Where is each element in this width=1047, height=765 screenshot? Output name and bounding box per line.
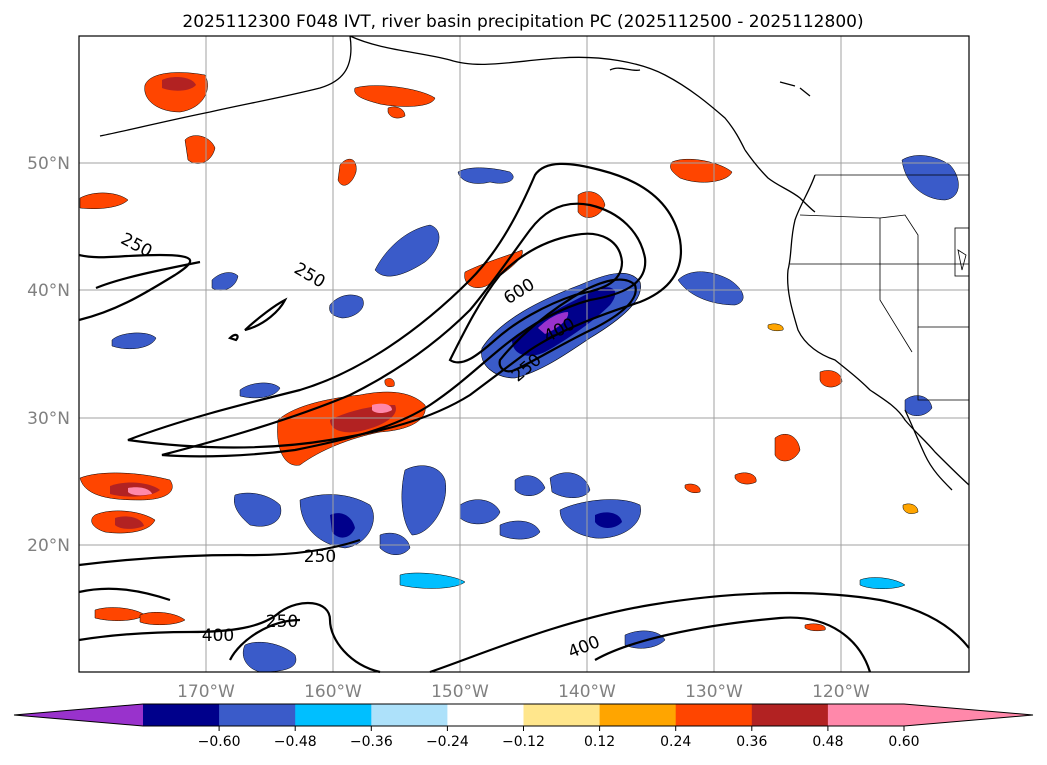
positive-precip-area bbox=[734, 472, 757, 485]
aleutian-islands bbox=[99, 35, 352, 137]
colorbar-over-extension bbox=[904, 704, 1033, 726]
colorbar-tick-label: −0.60 bbox=[198, 734, 241, 750]
colorbar-bin bbox=[219, 704, 296, 726]
negative-precip-area bbox=[401, 465, 447, 536]
map-frame bbox=[78, 35, 970, 673]
negative-precip-area bbox=[399, 572, 466, 589]
colorbar-tick-label: 0.60 bbox=[888, 734, 919, 750]
positive-precip-area bbox=[384, 378, 395, 387]
colorbar: −0.60 −0.48 −0.36 −0.24 −0.12 0.12 0.24 0.36 0.4… bbox=[13, 703, 1034, 750]
positive-precip-area bbox=[902, 503, 919, 514]
colorbar-bin bbox=[143, 704, 220, 726]
positive-precip-area bbox=[670, 159, 733, 183]
colorbar-tick-label: 0.12 bbox=[584, 734, 615, 750]
colorbar-tick-label: −0.36 bbox=[350, 734, 393, 750]
colorbar-bin bbox=[447, 704, 524, 726]
negative-precip-core bbox=[330, 513, 355, 538]
positive-precip-area bbox=[804, 623, 826, 632]
latitude-labels: 50°N 40°N 30°N 20°N bbox=[27, 154, 70, 556]
colorbar-bin bbox=[827, 704, 905, 726]
negative-precip-area bbox=[239, 382, 281, 399]
positive-precip-extreme bbox=[372, 403, 392, 413]
positive-precip-area bbox=[767, 323, 784, 332]
colorbar-bin bbox=[523, 704, 601, 726]
positive-precip-area bbox=[774, 434, 801, 462]
colorbar-bin bbox=[371, 704, 448, 726]
positive-precip-area bbox=[354, 85, 436, 107]
ivt-contour-250-north bbox=[78, 253, 192, 322]
figure-title: 2025112300 F048 IVT, river basin precipi… bbox=[182, 12, 863, 32]
positive-precip-area bbox=[819, 370, 843, 388]
colorbar-tick-label: 0.48 bbox=[812, 734, 843, 750]
negative-precip-extreme bbox=[538, 312, 569, 334]
precipitation-shading bbox=[79, 72, 959, 673]
colorbar-outline bbox=[13, 703, 1034, 727]
coastlines bbox=[99, 35, 970, 491]
colorbar-bin bbox=[599, 704, 677, 726]
ivt-contour-250 bbox=[127, 162, 683, 449]
positive-precip-area bbox=[684, 483, 701, 494]
positive-precip-core bbox=[115, 516, 144, 529]
lon-label: 120°W bbox=[812, 682, 870, 702]
positive-precip-area bbox=[387, 106, 406, 119]
negative-precip-area bbox=[457, 167, 514, 184]
negative-precip-core bbox=[595, 512, 622, 528]
colorbar-tick-label: −0.24 bbox=[426, 734, 469, 750]
negative-precip-area bbox=[379, 532, 411, 555]
longitude-labels: 170°W 160°W 150°W 140°W 130°W 120°W bbox=[177, 682, 870, 702]
ivt-contour-label: 250 bbox=[266, 612, 298, 632]
lon-label: 170°W bbox=[177, 682, 235, 702]
lon-label: 160°W bbox=[304, 682, 362, 702]
negative-precip-area bbox=[904, 395, 933, 416]
ivt-contour-inner bbox=[498, 278, 637, 373]
ivt-contour-label: 400 bbox=[202, 626, 234, 646]
colorbar-bin bbox=[751, 704, 829, 726]
political-borders bbox=[790, 174, 970, 401]
positive-precip-extreme bbox=[128, 487, 152, 496]
ivt-contour-400 bbox=[161, 202, 647, 458]
map-panel: 250 250 600 400 250 250 250 400 400 bbox=[78, 35, 970, 674]
negative-precip-area bbox=[329, 294, 364, 319]
negative-precip-area bbox=[677, 271, 744, 306]
negative-precip-area bbox=[111, 332, 157, 349]
colorbar-tick-label: 0.24 bbox=[660, 734, 691, 750]
colorbar-bin bbox=[295, 704, 372, 726]
lon-label: 130°W bbox=[685, 682, 743, 702]
positive-precip-area bbox=[139, 612, 186, 625]
colorbar-under-extension bbox=[14, 704, 143, 726]
ivt-contour-250-south bbox=[78, 538, 361, 567]
lat-label: 30°N bbox=[27, 409, 70, 429]
us-west-coastline bbox=[786, 174, 970, 486]
graticule bbox=[79, 36, 969, 672]
negative-precip-area bbox=[549, 472, 591, 498]
negative-precip-area bbox=[514, 475, 546, 496]
lon-label: 150°W bbox=[431, 682, 489, 702]
negative-precip-area bbox=[499, 520, 541, 540]
negative-precip-area bbox=[901, 155, 959, 201]
ivt-contour-400-south bbox=[78, 601, 381, 674]
lon-label: 140°W bbox=[558, 682, 616, 702]
negative-precip-area bbox=[234, 492, 282, 527]
negative-precip-area bbox=[242, 641, 297, 673]
ivt-contour-label: 250 bbox=[304, 547, 336, 567]
colorbar-bin bbox=[675, 704, 753, 726]
colorbar-tick-label: −0.48 bbox=[274, 734, 317, 750]
ivt-contours bbox=[78, 162, 970, 674]
negative-precip-area bbox=[859, 577, 906, 589]
colorbar-tick-label: 0.36 bbox=[736, 734, 767, 750]
lat-label: 40°N bbox=[27, 281, 70, 301]
negative-precip-area bbox=[374, 224, 440, 277]
lat-label: 50°N bbox=[27, 154, 70, 174]
positive-precip-area bbox=[79, 192, 129, 209]
positive-precip-core bbox=[162, 77, 196, 91]
ivt-contour-600 bbox=[448, 232, 624, 364]
lat-label: 20°N bbox=[27, 536, 70, 556]
negative-precip-area bbox=[459, 499, 501, 525]
positive-precip-area bbox=[337, 158, 357, 186]
colorbar-tick-label: −0.12 bbox=[502, 734, 545, 750]
alaska-coastline bbox=[349, 35, 746, 151]
british-columbia-coastline bbox=[744, 149, 816, 213]
